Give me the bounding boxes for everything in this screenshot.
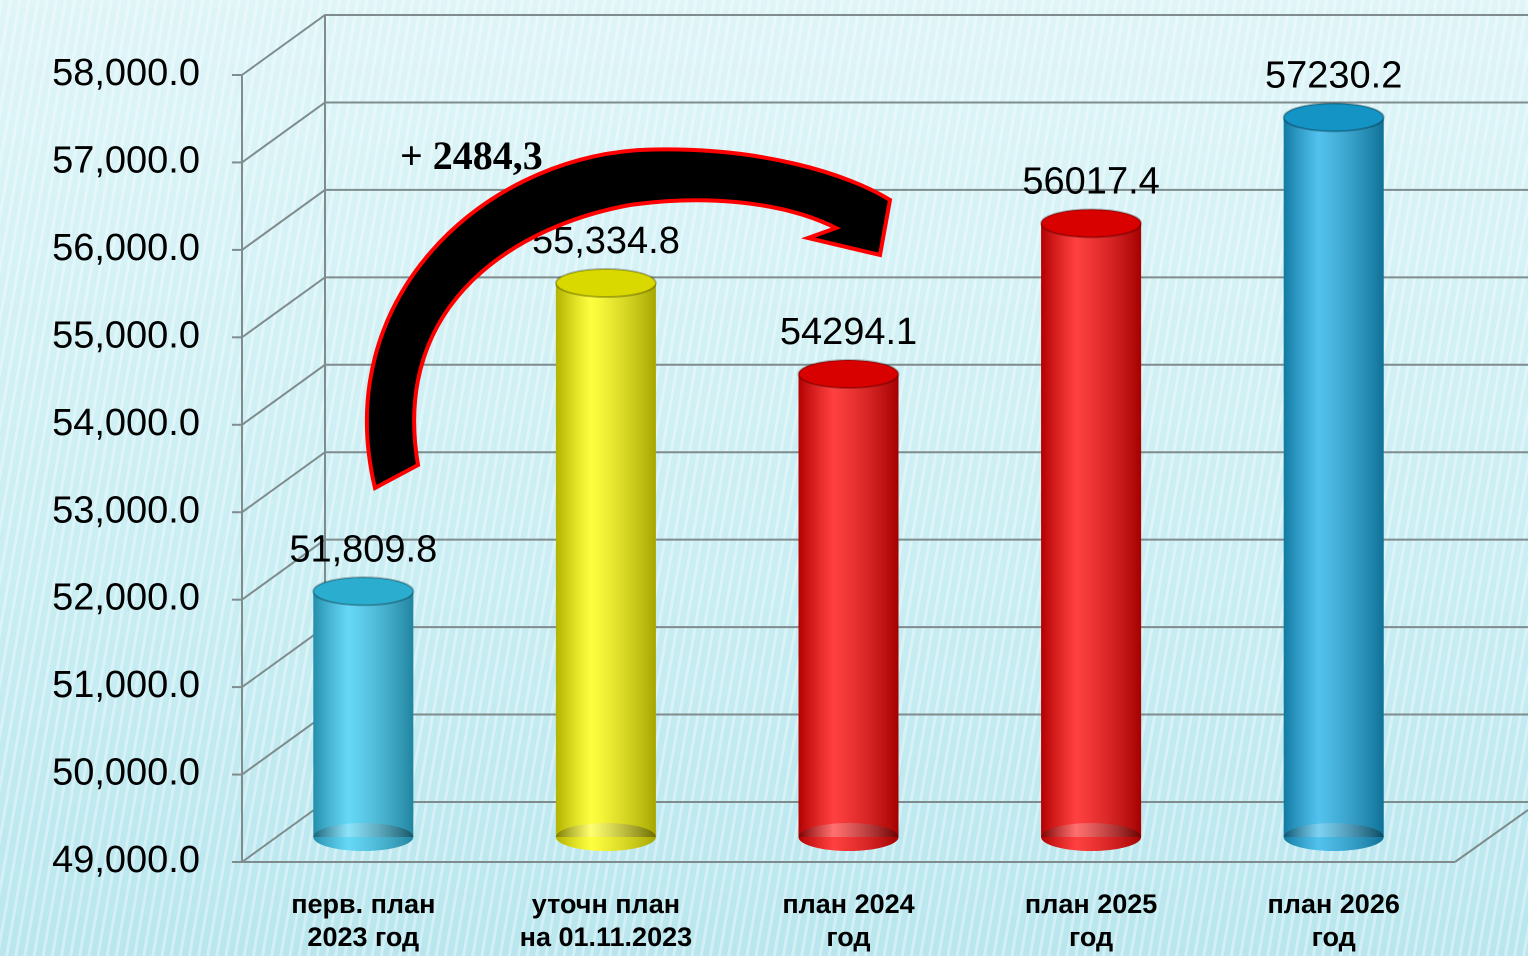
- grid-line: [241, 188, 1528, 251]
- data-label: 56017.4: [1022, 160, 1159, 202]
- bar-top-shade: [1041, 209, 1142, 238]
- y-tick-label: 53,000.0: [52, 489, 200, 531]
- x-tick-label: план 2024 год: [782, 889, 915, 952]
- bar-base-shade: [1041, 823, 1142, 851]
- bar-top: [554, 268, 657, 299]
- y-tick-label: 49,000.0: [52, 839, 200, 881]
- x-tick-label: уточн план на 01.11.2023: [519, 889, 693, 952]
- y-tick-label: 54,000.0: [52, 402, 200, 444]
- data-label: 51,809.8: [289, 528, 437, 570]
- y-tick-label: 51,000.0: [52, 664, 200, 706]
- bar-top-shade: [555, 269, 656, 298]
- x-tick-label: план 2025 год: [1024, 889, 1158, 952]
- bar-top: [1282, 102, 1385, 133]
- bar-top: [1040, 208, 1143, 239]
- x-tick-label: перв. план 2023 год: [291, 889, 436, 952]
- data-label: 54294.1: [780, 311, 917, 353]
- y-tick-label: 55,000.0: [52, 314, 200, 356]
- y-tick-label: 52,000.0: [52, 577, 200, 619]
- grid-line: [241, 14, 1528, 76]
- floor-right: [1454, 809, 1528, 863]
- bar-top-shade: [1283, 103, 1384, 132]
- y-tick-label: 58,000.0: [52, 52, 200, 94]
- y-tick-label: 57,000.0: [52, 139, 200, 181]
- data-label: 57230.2: [1265, 54, 1402, 96]
- bar-shade: [798, 374, 899, 837]
- bar-shade: [555, 283, 656, 837]
- bar-top: [312, 576, 415, 607]
- y-tick-label: 56,000.0: [52, 227, 200, 269]
- bar-base-shade: [1283, 823, 1384, 851]
- bar-top: [797, 359, 900, 390]
- bar-top-shade: [313, 577, 414, 606]
- arrow: [364, 147, 893, 491]
- bar-shade: [1041, 223, 1142, 837]
- grid-line: [241, 101, 1528, 164]
- bar-base-shade: [555, 823, 656, 851]
- y-tick-label: 50,000.0: [52, 752, 200, 794]
- annotation: + 2484,3: [400, 133, 543, 178]
- x-tick-label: план 2026 год: [1267, 889, 1400, 952]
- bar-top-shade: [798, 360, 899, 389]
- bar-shade: [1283, 117, 1384, 837]
- bar-shade: [313, 591, 414, 837]
- bar-base-shade: [313, 823, 414, 851]
- bar-base-shade: [798, 823, 899, 851]
